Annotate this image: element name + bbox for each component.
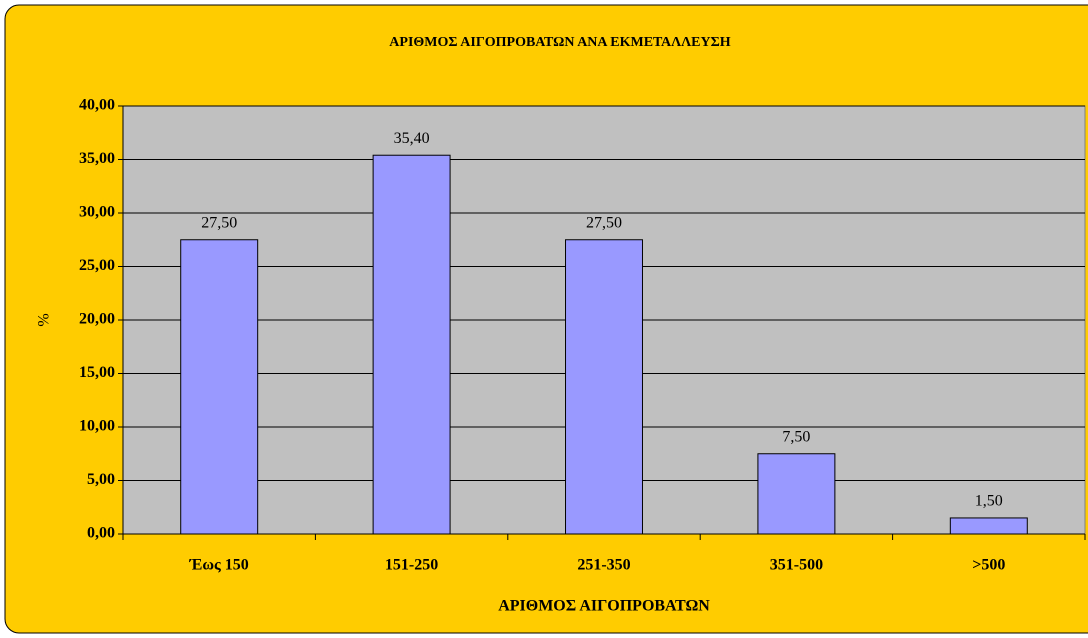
data-label: 1,50 bbox=[975, 493, 1003, 510]
bar bbox=[565, 239, 643, 535]
y-tick-label: 20,00 bbox=[79, 311, 115, 328]
y-tick-label: 0,00 bbox=[87, 525, 115, 542]
data-label: 35,40 bbox=[394, 130, 430, 147]
x-axis-label: ΑΡΙΘΜΟΣ ΑΙΓΟΠΡΟΒΑΤΩΝ bbox=[498, 598, 710, 615]
x-tick-label: 151-250 bbox=[385, 557, 438, 574]
y-tick-label: 40,00 bbox=[79, 97, 115, 114]
bar bbox=[372, 154, 451, 535]
bar bbox=[949, 517, 1028, 535]
y-tick-label: 10,00 bbox=[79, 418, 115, 435]
y-tick-label: 35,00 bbox=[79, 150, 115, 167]
x-tick-label: 251-350 bbox=[577, 557, 630, 574]
x-tick-label: Έως 150 bbox=[189, 557, 249, 574]
y-tick-label: 25,00 bbox=[79, 257, 115, 274]
bar bbox=[180, 239, 259, 535]
y-axis-label: % bbox=[36, 313, 53, 326]
data-label: 27,50 bbox=[201, 214, 237, 231]
x-tick-label: 351-500 bbox=[770, 557, 823, 574]
y-tick-label: 5,00 bbox=[87, 471, 115, 488]
y-tick-label: 15,00 bbox=[79, 364, 115, 381]
data-label: 27,50 bbox=[586, 214, 622, 231]
y-tick-label: 30,00 bbox=[79, 204, 115, 221]
data-label: 7,50 bbox=[782, 428, 810, 445]
bar bbox=[757, 453, 836, 535]
x-tick-label: >500 bbox=[972, 557, 1005, 574]
chart-title: ΑΡΙΘΜΟΣ ΑΙΓΟΠΡΟΒΑΤΩΝ ΑΝΑ ΕΚΜΕΤΑΛΛΕΥΣΗ bbox=[389, 35, 730, 50]
